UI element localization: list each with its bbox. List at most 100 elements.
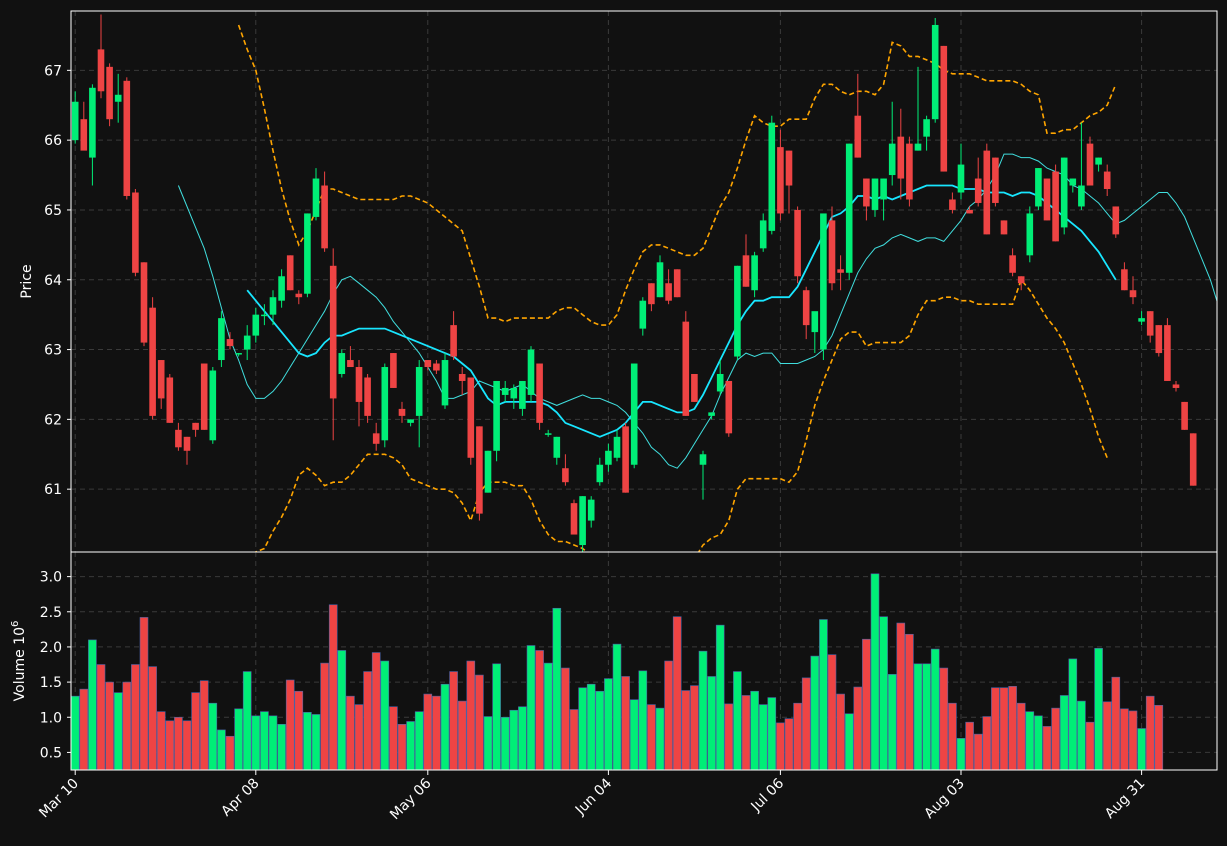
candle-body (1121, 269, 1128, 291)
candle-body (527, 349, 535, 395)
volume-bar (113, 692, 123, 771)
candle-body (192, 422, 199, 430)
candle-body (1112, 206, 1120, 235)
candle-body (802, 290, 810, 326)
candle-body (974, 178, 982, 203)
candle-body (1146, 311, 1154, 336)
candle-body (785, 150, 793, 186)
candle-body (648, 283, 655, 305)
candle-body (983, 150, 991, 235)
candle-body (863, 178, 870, 207)
candle-body (226, 339, 234, 347)
candle-body (321, 185, 328, 249)
volume-bar (397, 723, 407, 771)
volume-bar (578, 687, 587, 771)
price-tick-label: 66 (44, 133, 62, 149)
candle-body (1138, 318, 1145, 322)
volume-bar (354, 704, 364, 771)
candle-body (725, 380, 733, 434)
volume-bar (449, 671, 458, 771)
volume-bar (1102, 701, 1112, 771)
volume-bar (690, 685, 699, 771)
volume-bar (440, 683, 450, 771)
candle-body (1181, 401, 1188, 430)
candle-body (966, 209, 973, 214)
volume-bar (655, 707, 665, 771)
volume-bar (363, 671, 372, 771)
candle-body (871, 178, 879, 210)
candle-body (501, 387, 509, 395)
candle-body (493, 380, 500, 451)
candle-body (261, 314, 268, 317)
candle-body (1129, 290, 1137, 298)
volume-bar (277, 723, 286, 771)
candle-body (1164, 325, 1171, 381)
volume-bar (784, 718, 794, 771)
volume-bar (242, 671, 252, 771)
volume-bar (96, 664, 106, 771)
candle-body (940, 45, 948, 172)
volume-bar (1077, 700, 1086, 771)
series-line-moving-average-long (246, 184, 1117, 438)
volume-bar (819, 619, 828, 771)
candle-body (183, 436, 191, 451)
candle-body (914, 143, 922, 151)
volume-bar (793, 702, 802, 771)
volume-bar (750, 690, 759, 771)
candle-body (613, 436, 621, 458)
volume-tick-label: 0.5 (40, 745, 62, 761)
volume-bar (432, 695, 441, 771)
volume-bar (862, 638, 871, 771)
series-line-bollinger-lower (253, 278, 1108, 552)
candle-body (794, 209, 801, 277)
volume-bar (414, 711, 424, 771)
volume-bar (561, 667, 570, 771)
candle-body (89, 87, 96, 158)
candle-body (544, 433, 552, 435)
candle-body (949, 199, 956, 210)
series-line-moving-average-short (177, 153, 1217, 469)
candle-body (699, 454, 707, 465)
volume-bar (586, 683, 596, 771)
price-tick-label: 61 (44, 482, 62, 498)
price-tick-label: 67 (44, 63, 62, 79)
volume-bar (948, 702, 957, 771)
candle-body (415, 367, 423, 416)
volume-axis-label: Volume 106 (10, 621, 28, 702)
candle-body (1086, 143, 1094, 186)
candle-body (1043, 178, 1051, 221)
volume-bar (1154, 705, 1164, 771)
candle-body (897, 136, 905, 179)
volume-bar (509, 709, 519, 771)
series-line-bollinger-upper (237, 24, 1117, 326)
candle-body (639, 300, 647, 329)
volume-bar (122, 681, 132, 771)
volume-bar (836, 693, 845, 771)
candle-body (751, 255, 758, 291)
candle-body (166, 377, 174, 423)
candle-body (1069, 178, 1077, 186)
price-y-axis: 61 62 63 64 65 66 67 (44, 63, 71, 498)
volume-bar (905, 633, 914, 771)
candle-body (665, 283, 672, 301)
volume-y-axis: 0.5 1.0 1.5 2.0 2.5 3.0 (40, 570, 71, 761)
price-tick-label: 65 (44, 203, 62, 219)
volume-bar (251, 715, 261, 771)
volume-bar (827, 654, 837, 771)
candle-body (106, 66, 113, 120)
volume-bar (698, 650, 708, 771)
volume-bar (156, 711, 166, 771)
candle-body (888, 143, 896, 176)
candle-body (605, 450, 612, 465)
volume-tick-label: 1.0 (40, 710, 62, 726)
candle-body (579, 496, 586, 546)
volume-bar (612, 643, 622, 771)
candle-body (630, 363, 638, 465)
volume-bar (526, 645, 536, 771)
candle-body (450, 325, 457, 357)
volume-bar (406, 721, 415, 771)
volume-bar (380, 660, 390, 771)
volume-bar (801, 677, 811, 771)
